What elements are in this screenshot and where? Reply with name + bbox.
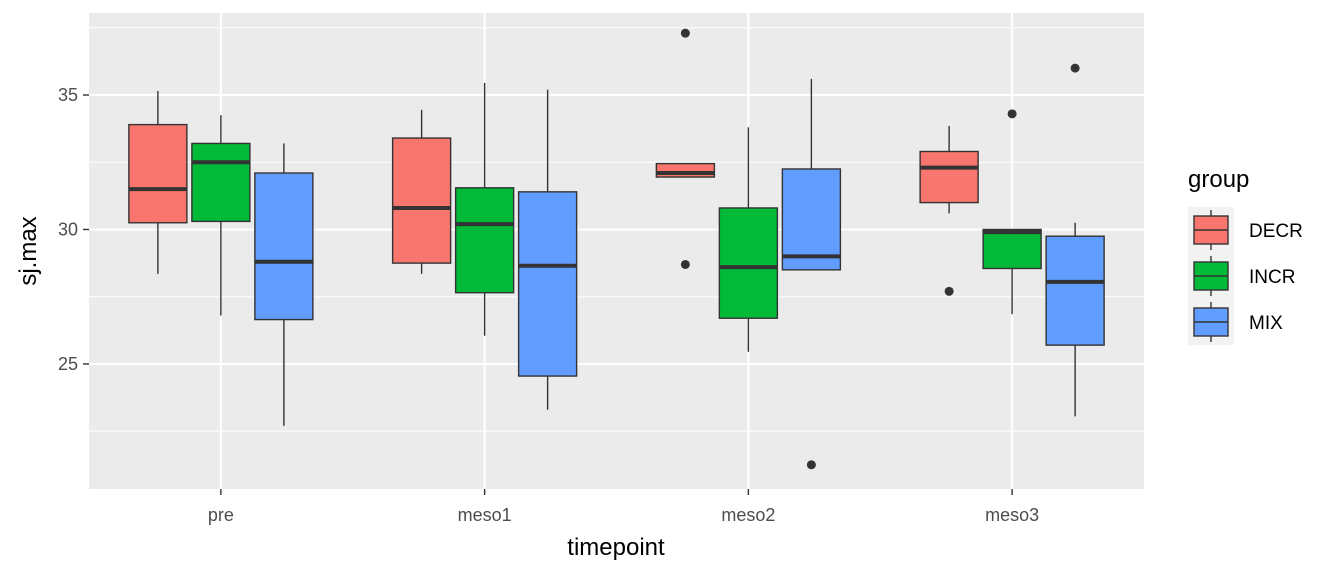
legend: DECR INCR MIX [1188, 207, 1303, 345]
box-body [781, 168, 842, 271]
box-mix-meso1 [517, 89, 578, 410]
y-tick-label: 35 [58, 85, 78, 105]
box-mix-meso3 [1045, 63, 1105, 417]
box-decr-meso1 [391, 109, 452, 274]
box-body [254, 172, 314, 321]
box-body [919, 150, 979, 204]
legend-label: DECR [1249, 221, 1303, 242]
box-body [517, 191, 578, 377]
y-tick-label: 30 [58, 219, 78, 239]
box-body [454, 187, 515, 294]
legend-label: MIX [1249, 313, 1283, 334]
x-axis-title: timepoint [567, 534, 665, 561]
box-decr-pre [128, 90, 188, 274]
outlier-point [1007, 109, 1017, 119]
box-body [1045, 235, 1105, 346]
box-mix-meso2 [781, 78, 842, 470]
legend-title: group [1188, 166, 1249, 193]
outlier-point [806, 460, 816, 470]
outlier-point [1070, 63, 1080, 73]
box-body [391, 137, 452, 264]
axes: 25 30 35 pre meso1 meso2 meso3 [58, 85, 1039, 525]
legend-label: INCR [1249, 267, 1295, 288]
boxes [128, 28, 1105, 470]
box-body [191, 142, 251, 223]
box-body [655, 162, 716, 178]
y-tick-label: 25 [58, 354, 78, 374]
box-body [718, 207, 779, 319]
box-decr-meso3 [919, 125, 979, 296]
box-incr-meso2 [718, 127, 779, 352]
outlier-point [680, 259, 690, 269]
x-tick-label: meso3 [985, 505, 1039, 525]
box-decr-meso2 [655, 28, 716, 269]
outlier-point [680, 28, 690, 38]
x-tick-label: meso2 [721, 505, 775, 525]
y-axis-title: sj.max [15, 216, 42, 285]
box-body [128, 123, 188, 224]
box-incr-meso3 [982, 109, 1042, 315]
legend-item-decr: DECR [1188, 207, 1303, 253]
box-mix-pre [254, 143, 314, 426]
box-incr-meso1 [454, 82, 515, 336]
legend-item-mix: MIX [1188, 299, 1283, 345]
x-tick-label: pre [208, 505, 234, 525]
outlier-point [944, 286, 954, 296]
legend-item-incr: INCR [1188, 253, 1295, 299]
box-incr-pre [191, 115, 251, 316]
x-tick-label: meso1 [458, 505, 512, 525]
box-body [982, 228, 1042, 270]
